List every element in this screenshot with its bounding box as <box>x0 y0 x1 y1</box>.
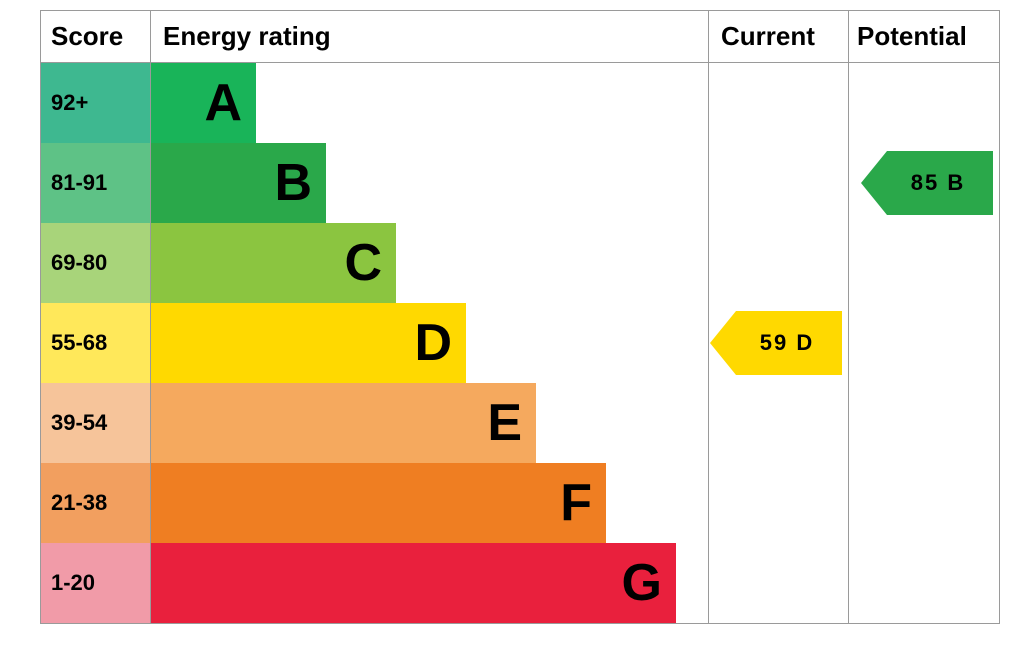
potential-cell: 85 B <box>849 143 999 223</box>
header-current: Current <box>709 11 849 62</box>
rating-bar: B <box>151 143 326 223</box>
rating-rows: 92+A81-91B 85 B 69-80C55-68D 59 D 39-54E21-3… <box>41 63 999 623</box>
bar-cell: E <box>151 383 709 463</box>
bar-cell: G <box>151 543 709 623</box>
potential-arrow-tag: 85 B <box>861 151 993 215</box>
current-cell <box>709 463 849 543</box>
current-cell <box>709 223 849 303</box>
score-cell: 92+ <box>41 63 151 143</box>
rating-bar: G <box>151 543 676 623</box>
rating-bar: E <box>151 383 536 463</box>
current-cell <box>709 143 849 223</box>
rating-row: 1-20G <box>41 543 999 623</box>
potential-cell <box>849 63 999 143</box>
score-cell: 1-20 <box>41 543 151 623</box>
rating-bar: D <box>151 303 466 383</box>
bar-cell: B <box>151 143 709 223</box>
score-cell: 69-80 <box>41 223 151 303</box>
score-cell: 39-54 <box>41 383 151 463</box>
rating-row: 21-38F <box>41 463 999 543</box>
rating-bar: F <box>151 463 606 543</box>
header-potential: Potential <box>849 11 999 62</box>
rating-row: 55-68D 59 D <box>41 303 999 383</box>
rating-bar: A <box>151 63 256 143</box>
rating-row: 39-54E <box>41 383 999 463</box>
rating-row: 92+A <box>41 63 999 143</box>
current-cell <box>709 63 849 143</box>
potential-cell <box>849 463 999 543</box>
potential-arrow-label: 85 B <box>861 151 993 215</box>
score-cell: 55-68 <box>41 303 151 383</box>
energy-rating-chart: Score Energy rating Current Potential 92… <box>40 10 1000 624</box>
header-row: Score Energy rating Current Potential <box>41 11 999 63</box>
bar-cell: C <box>151 223 709 303</box>
rating-row: 69-80C <box>41 223 999 303</box>
bar-cell: A <box>151 63 709 143</box>
current-cell <box>709 383 849 463</box>
rating-row: 81-91B 85 B <box>41 143 999 223</box>
header-score: Score <box>41 11 151 62</box>
bar-cell: F <box>151 463 709 543</box>
potential-cell <box>849 543 999 623</box>
score-cell: 21-38 <box>41 463 151 543</box>
potential-cell <box>849 383 999 463</box>
rating-bar: C <box>151 223 396 303</box>
header-rating: Energy rating <box>151 11 709 62</box>
current-arrow-tag: 59 D <box>710 311 842 375</box>
current-cell: 59 D <box>709 303 849 383</box>
potential-cell <box>849 303 999 383</box>
score-cell: 81-91 <box>41 143 151 223</box>
current-cell <box>709 543 849 623</box>
potential-cell <box>849 223 999 303</box>
bar-cell: D <box>151 303 709 383</box>
current-arrow-label: 59 D <box>710 311 842 375</box>
